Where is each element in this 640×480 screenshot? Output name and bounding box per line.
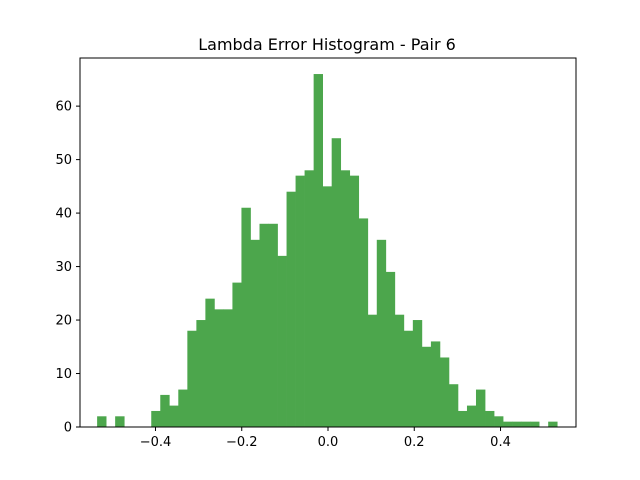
histogram-bar	[485, 410, 495, 427]
histogram-bar	[367, 314, 378, 427]
histogram-bar	[277, 255, 287, 427]
y-tick-label: 30	[55, 260, 72, 275]
histogram-bar	[466, 405, 477, 427]
histogram-bar	[304, 170, 314, 428]
histogram-bar	[548, 421, 558, 427]
histogram-bar	[503, 421, 513, 427]
histogram-bar	[205, 298, 215, 427]
histogram-bar	[412, 320, 423, 427]
histogram-bar	[475, 389, 486, 427]
histogram-bar	[250, 239, 260, 427]
histogram-bar	[151, 410, 161, 427]
histogram-bar	[439, 357, 450, 427]
histogram-bar	[97, 416, 107, 427]
histogram-bar	[196, 320, 206, 427]
y-tick-label: 50	[55, 153, 72, 168]
histogram-bar	[313, 74, 323, 427]
histogram-bar	[223, 309, 233, 427]
histogram-bar	[430, 341, 441, 427]
histogram-bar	[385, 271, 396, 427]
histogram-bar	[494, 416, 504, 427]
y-tick-label: 20	[55, 314, 72, 329]
histogram-bar	[512, 421, 522, 427]
histogram-bar	[259, 223, 269, 427]
y-tick-label: 10	[55, 367, 72, 382]
histogram-bar	[457, 410, 468, 427]
x-tick-label: −0.2	[226, 435, 258, 450]
x-axis-ticks: −0.4 −0.2 0.0 0.2 0.4	[140, 427, 511, 450]
histogram-bar	[160, 394, 170, 427]
histogram-bar	[187, 330, 197, 427]
histogram-bar	[295, 175, 305, 427]
histogram-bar	[268, 223, 278, 427]
y-tick-label: 0	[64, 421, 72, 436]
histogram-bar	[115, 416, 125, 427]
histogram-bar	[340, 170, 351, 428]
histogram-bar	[241, 207, 251, 427]
histogram-bars	[97, 74, 558, 428]
x-tick-label: 0.2	[404, 435, 425, 450]
x-tick-label: 0.4	[490, 435, 511, 450]
y-tick-label: 40	[55, 207, 72, 222]
y-tick-label: 60	[55, 100, 72, 115]
histogram-bar	[421, 346, 432, 427]
histogram-bar	[322, 186, 333, 427]
x-tick-label: −0.4	[140, 435, 172, 450]
plot-frame	[79, 57, 577, 428]
histogram-bar	[331, 138, 342, 427]
histogram-bar	[403, 330, 414, 427]
chart-title: Lambda Error Histogram - Pair 6	[198, 35, 456, 54]
histogram-bar	[358, 218, 369, 427]
histogram-bar	[178, 389, 188, 427]
histogram-bar	[530, 421, 540, 427]
x-tick-label: 0.0	[318, 435, 339, 450]
histogram-bar	[286, 191, 296, 427]
y-axis-ticks: 0 10 20 30 40 50 60	[55, 100, 80, 436]
histogram-bar	[169, 405, 179, 427]
histogram-bar	[448, 384, 459, 427]
histogram-bar	[376, 239, 387, 427]
histogram-bar	[521, 421, 531, 427]
histogram-bar	[214, 309, 224, 427]
histogram-bar	[394, 314, 405, 427]
histogram-bar	[349, 175, 360, 427]
histogram-bar	[232, 282, 242, 427]
